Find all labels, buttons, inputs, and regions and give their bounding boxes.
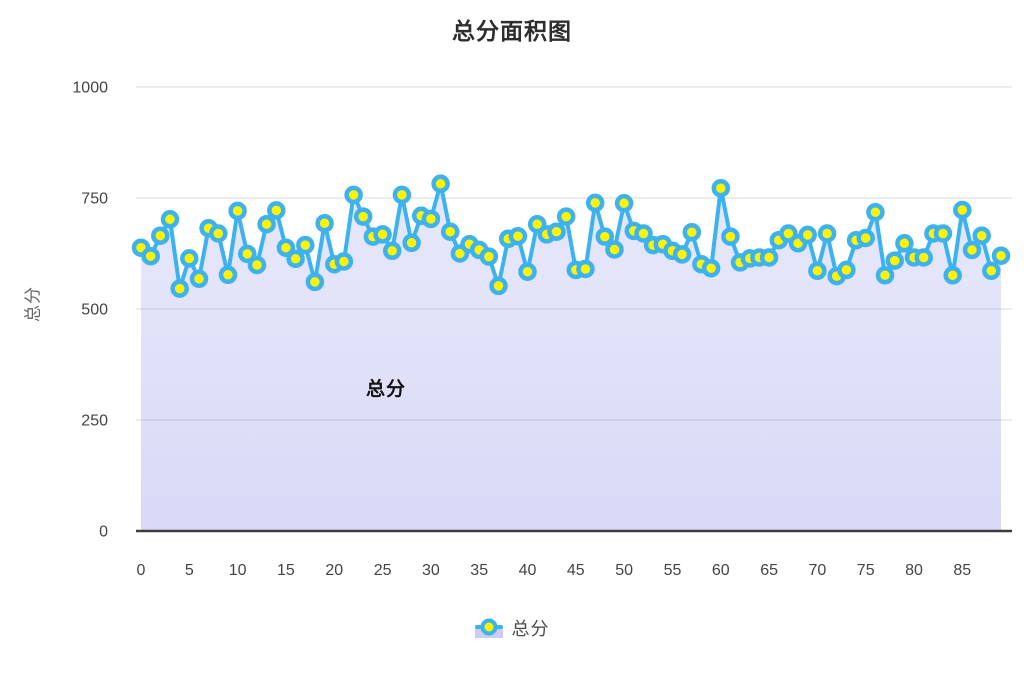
x-tick-label: 5 [185, 562, 194, 579]
legend-point-icon [480, 618, 497, 636]
data-point[interactable] [547, 222, 566, 241]
data-point[interactable] [286, 249, 305, 269]
data-point[interactable] [247, 255, 267, 275]
data-point[interactable] [160, 210, 180, 229]
data-point[interactable] [170, 279, 189, 298]
data-point[interactable] [189, 269, 209, 289]
x-tick-label: 80 [905, 562, 923, 579]
data-point[interactable] [585, 193, 605, 213]
data-point[interactable] [440, 222, 460, 241]
data-point[interactable] [972, 226, 991, 245]
data-point[interactable] [866, 202, 885, 222]
legend-item[interactable]: 总分 [0, 615, 1024, 641]
data-point[interactable] [518, 262, 537, 281]
data-point[interactable] [382, 241, 402, 261]
y-tick-label: 1000 [72, 80, 108, 97]
x-tick-label: 75 [857, 562, 875, 579]
data-point[interactable] [711, 178, 731, 198]
x-tick-label: 25 [374, 562, 392, 579]
data-point[interactable] [228, 201, 247, 221]
x-tick-label: 15 [277, 562, 295, 579]
y-axis-title: 总分 [23, 286, 43, 322]
x-tick-label: 50 [615, 562, 633, 579]
data-point[interactable] [373, 225, 392, 244]
x-tick-label: 60 [712, 562, 730, 579]
data-point[interactable] [209, 224, 228, 243]
chart-title: 总分面积图 [452, 18, 572, 44]
data-point[interactable] [595, 227, 615, 246]
x-tick-label: 30 [422, 562, 440, 579]
series-annotation: 总分 [366, 379, 407, 400]
data-point[interactable] [276, 238, 296, 257]
data-point[interactable] [875, 266, 895, 285]
data-point[interactable] [402, 233, 421, 253]
x-tick-label: 40 [519, 562, 537, 579]
legend-label: 总分 [511, 619, 550, 639]
data-point[interactable] [991, 246, 1011, 265]
data-point[interactable] [895, 234, 914, 253]
data-point[interactable] [914, 248, 933, 267]
x-tick-label: 20 [325, 562, 343, 579]
data-point[interactable] [701, 258, 721, 278]
data-point[interactable] [315, 214, 334, 233]
data-point[interactable] [344, 185, 363, 205]
data-point[interactable] [982, 261, 1001, 281]
x-tick-label: 65 [760, 562, 778, 579]
x-tick-label: 85 [953, 562, 971, 579]
x-tick-label: 55 [664, 562, 682, 579]
data-point[interactable] [953, 200, 972, 220]
x-tick-label: 35 [470, 562, 488, 579]
data-point[interactable] [614, 194, 634, 213]
x-tick-label: 45 [567, 562, 585, 579]
data-point[interactable] [672, 245, 692, 264]
y-tick-label: 250 [81, 413, 108, 430]
data-point[interactable] [431, 174, 450, 194]
data-point[interactable] [721, 227, 740, 246]
data-point[interactable] [605, 240, 624, 259]
data-point[interactable] [837, 260, 856, 280]
data-point[interactable] [151, 226, 170, 245]
data-point[interactable] [334, 252, 354, 271]
data-point[interactable] [817, 224, 837, 243]
data-point[interactable] [238, 244, 257, 264]
data-point[interactable] [421, 209, 441, 229]
y-tick-label: 0 [99, 524, 108, 541]
data-point[interactable] [634, 224, 653, 243]
data-point[interactable] [305, 272, 325, 292]
data-point[interactable] [759, 248, 779, 267]
x-tick-label: 70 [809, 562, 827, 579]
data-point[interactable] [943, 266, 962, 285]
data-point[interactable] [296, 235, 315, 255]
data-point[interactable] [479, 247, 499, 266]
data-point[interactable] [257, 214, 276, 234]
data-point[interactable] [933, 224, 953, 243]
data-point[interactable] [682, 222, 702, 242]
data-point[interactable] [885, 251, 904, 270]
y-tick-label: 500 [81, 302, 108, 319]
data-point[interactable] [218, 265, 238, 285]
data-point[interactable] [962, 240, 982, 260]
legend-area-point-icon [474, 618, 503, 638]
data-point[interactable] [808, 261, 827, 281]
data-point[interactable] [267, 201, 286, 220]
x-tick-label: 0 [137, 562, 146, 579]
data-point[interactable] [508, 226, 528, 246]
data-point[interactable] [141, 246, 160, 266]
x-tick-label: 10 [229, 562, 247, 579]
data-point[interactable] [180, 249, 199, 268]
data-point[interactable] [856, 228, 875, 248]
data-point[interactable] [392, 185, 412, 205]
data-point[interactable] [489, 276, 508, 296]
data-point[interactable] [798, 225, 817, 245]
data-point[interactable] [353, 207, 373, 226]
y-tick-label: 750 [81, 191, 108, 208]
data-point[interactable] [556, 207, 576, 226]
data-point[interactable] [576, 259, 595, 279]
area-fill [141, 183, 1001, 532]
